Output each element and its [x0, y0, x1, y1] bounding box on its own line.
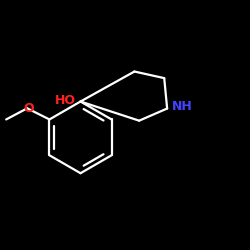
Text: NH: NH — [172, 100, 192, 113]
Text: O: O — [23, 102, 34, 115]
Text: HO: HO — [54, 94, 76, 107]
